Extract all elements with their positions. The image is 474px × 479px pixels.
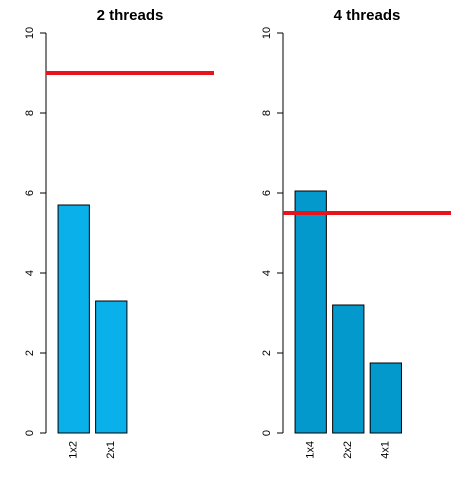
bar [332, 304, 365, 434]
y-tick-label: 10 [261, 27, 273, 39]
y-tick-label: 0 [261, 430, 273, 436]
bar [95, 300, 128, 434]
x-tick-label: 2x2 [342, 441, 354, 459]
y-tick-label: 4 [24, 270, 36, 276]
bar [294, 190, 327, 434]
y-tick-label: 8 [261, 110, 273, 116]
y-tick-label: 4 [261, 270, 273, 276]
chart-title: 4 threads [334, 7, 401, 24]
y-tick-label: 0 [24, 430, 36, 436]
x-tick-label: 1x4 [305, 441, 317, 459]
x-tick-label: 1x2 [68, 441, 80, 459]
bar [369, 362, 402, 434]
y-tick-label: 2 [24, 350, 36, 356]
chart-title: 2 threads [97, 7, 164, 24]
y-tick-label: 10 [24, 27, 36, 39]
y-tick-label: 6 [261, 190, 273, 196]
bar [57, 204, 90, 434]
x-tick-label: 4x1 [380, 441, 392, 459]
y-tick-label: 2 [261, 350, 273, 356]
y-tick-label: 8 [24, 110, 36, 116]
y-tick-label: 6 [24, 190, 36, 196]
x-tick-label: 2x1 [105, 441, 117, 459]
